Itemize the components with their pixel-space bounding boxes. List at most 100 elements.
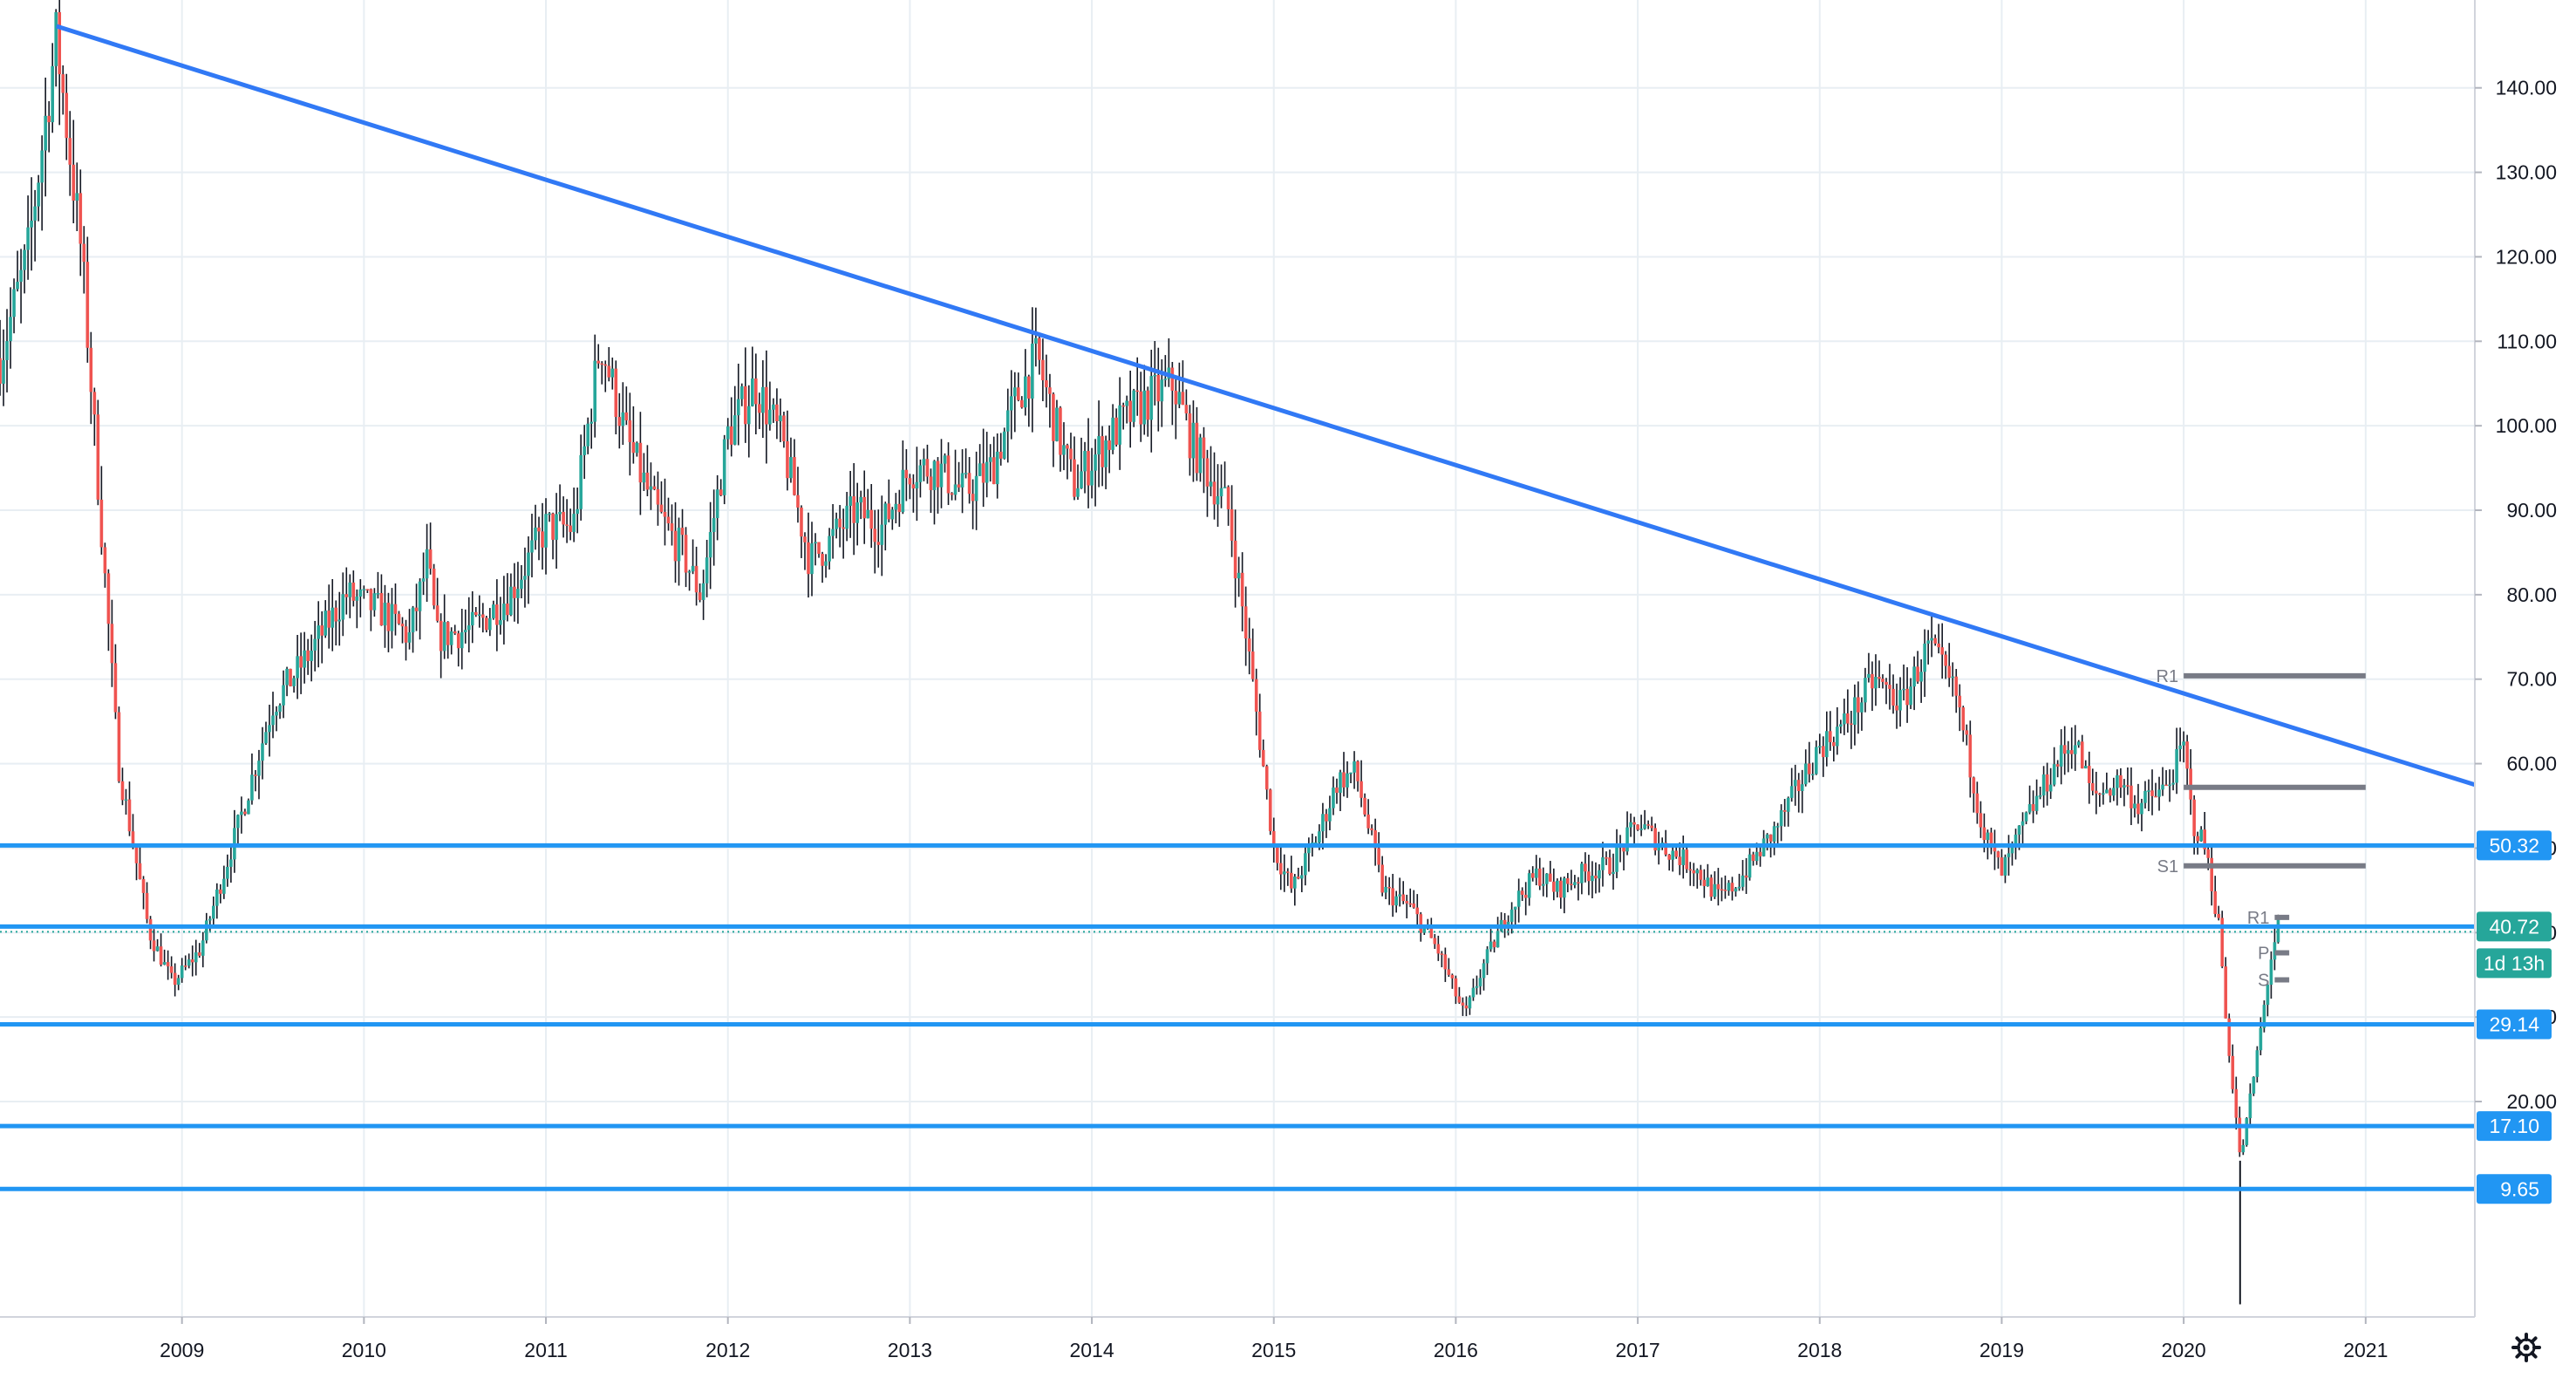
candle-body [2130,785,2133,808]
price-axis[interactable]: 20.0030.0040.0050.0060.0070.0080.0090.00… [2474,0,2576,1378]
candle-body [614,368,618,418]
candle-body [2140,802,2143,815]
candle-body [1012,387,1017,397]
candle-body [1551,881,1556,892]
candle-body [152,940,156,952]
candle-body [485,617,488,631]
candle-body [869,509,874,529]
candle-body [530,540,534,553]
candle-body [1433,938,1437,945]
candle-body [1702,879,1707,887]
candle-body [1373,829,1377,849]
candle-body [89,347,93,392]
candle-body [642,472,646,483]
candle-body [1681,849,1686,865]
candle-body [477,614,481,616]
candle-body [1202,437,1206,459]
candle-body [439,620,443,651]
candle-body [2062,745,2067,754]
candle-body [814,542,817,544]
candle-body [275,712,278,716]
candle-body [2000,857,2004,876]
candle-body [310,650,313,661]
candle-body [1793,780,1797,787]
candle-body [211,905,215,919]
price-tick-label: 20.00 [2506,1090,2557,1113]
candle-body [229,859,233,867]
candle-body [607,365,611,378]
candle-body [386,603,391,631]
candle-body [1867,673,1871,679]
candle-body [2083,766,2088,769]
candle-body [169,966,174,973]
candle-body [1720,889,1724,891]
candle-body [2266,985,2270,1006]
candle-body [722,439,726,495]
gear-icon[interactable] [2511,1333,2541,1362]
candle-body [1559,880,1563,898]
candle-body [516,589,520,598]
candle-body [1059,407,1062,455]
candle-body [687,571,692,573]
candle-body [26,227,30,250]
candle-body [303,650,306,668]
candle-body [855,502,859,523]
candle-body [1584,863,1587,872]
candle-body [1671,850,1675,860]
pivot-label: P [2258,945,2269,964]
candle-body [624,412,629,420]
candle-body [1478,978,1482,986]
candle-body [1440,953,1444,955]
candle-body [1688,869,1693,871]
candle-body [1926,640,1930,644]
candle-body [796,495,800,508]
candle-body [2262,1005,2266,1028]
candle-body [99,499,104,548]
candle-body [313,638,317,651]
candle-body [971,494,975,501]
level-badge [2477,911,2552,942]
candle-body [2143,790,2147,803]
candle-body [289,668,292,686]
candle-body [474,611,478,616]
candle-body [2245,1118,2249,1145]
candle-body [1370,828,1373,830]
time-axis[interactable]: 2009 2010 2011 2012 2013 2014 2015 2016 2017 2018… [0,1316,2475,1378]
candle-body [2175,748,2178,783]
candle-body [541,531,544,548]
candle-body [2161,784,2164,790]
candle-body [1570,883,1573,886]
candle-body [1563,878,1566,898]
candle-body [880,524,884,545]
candle-body [2178,745,2182,749]
candle-body [317,625,320,639]
candle-body [2189,768,2192,800]
candle-body [1744,875,1748,878]
candle-body [1318,831,1321,842]
candle-body [1009,396,1013,411]
candle-body [603,364,608,366]
candle-body [78,193,83,244]
drawings[interactable]: R1 S1 R1 PS [0,24,2476,1191]
candle-body [2041,774,2046,796]
candle-body [379,593,384,626]
candle-body [1422,927,1427,933]
candle-body [1905,688,1909,706]
candle-body [932,460,937,490]
candle-body [456,633,460,649]
candle-body [404,626,408,643]
candle-body [1807,763,1811,774]
candle-body [1758,851,1762,856]
candle-body [1594,876,1598,879]
candle-body [548,513,551,515]
candle-body [527,552,530,576]
time-tick-label: 2009 [160,1339,204,1361]
candle-body [610,368,615,378]
candle-body [2123,785,2126,788]
candle-body [691,565,695,572]
gear-ring [2517,1338,2536,1357]
candle-body [1636,824,1639,830]
candle-body [684,535,688,573]
candle-body [1765,834,1769,839]
